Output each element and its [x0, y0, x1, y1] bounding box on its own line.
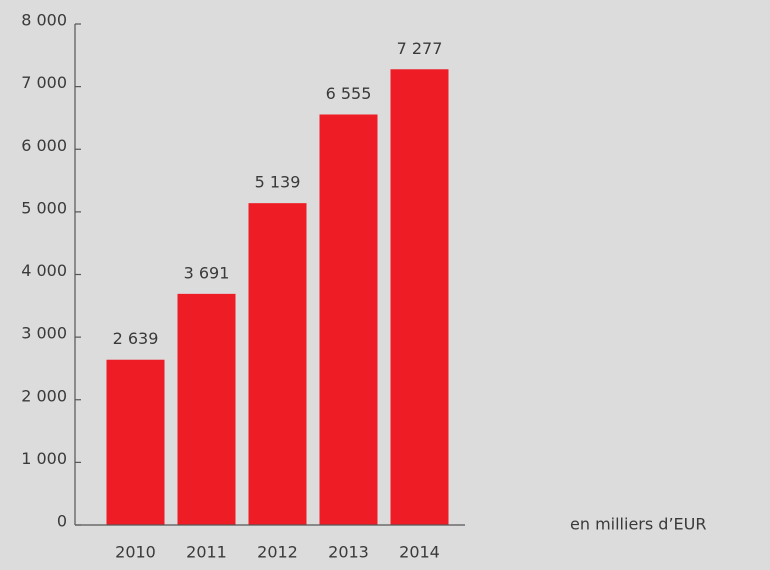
y-tick-label: 6 000: [21, 136, 67, 155]
bar: [106, 359, 165, 525]
x-tick-label: 2014: [399, 543, 440, 562]
value-label: 3 691: [184, 263, 230, 282]
value-label: 6 555: [326, 84, 372, 103]
value-label: 5 139: [255, 173, 301, 192]
value-label: 7 277: [397, 39, 443, 58]
annotation: en milliers d’EUR: [570, 515, 706, 534]
y-tick-label: 4 000: [21, 261, 67, 280]
y-tick-label: 2 000: [21, 386, 67, 405]
y-tick-label: 5 000: [21, 198, 67, 217]
y-tick-label: 1 000: [21, 449, 67, 468]
x-tick-label: 2013: [328, 543, 369, 562]
x-tick-label: 2011: [186, 543, 227, 562]
y-tick-label: 3 000: [21, 324, 67, 343]
y-tick-label: 0: [57, 512, 67, 531]
bar: [248, 203, 307, 526]
bar: [177, 293, 236, 525]
x-tick-label: 2010: [115, 543, 156, 562]
bar: [390, 69, 449, 525]
y-tick-label: 7 000: [21, 73, 67, 92]
value-label: 2 639: [113, 329, 159, 348]
x-tick-label: 2012: [257, 543, 298, 562]
bar: [319, 114, 378, 525]
y-tick-label: 8 000: [21, 11, 67, 30]
